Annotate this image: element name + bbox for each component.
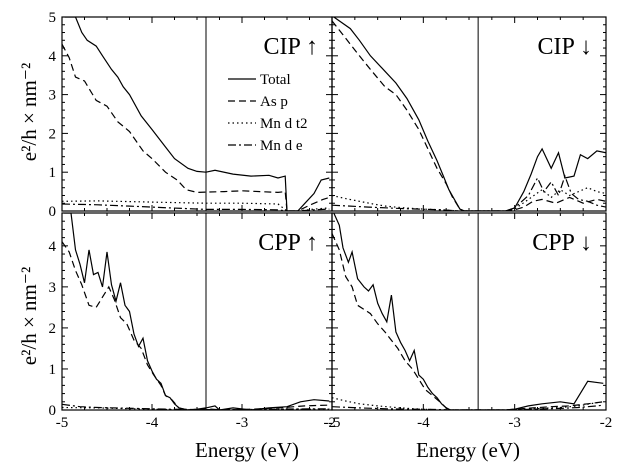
series-total-cip-up <box>64 17 330 211</box>
legend-label-total: Total <box>260 72 291 88</box>
x-axis-label-right: Energy (eV) <box>416 438 520 462</box>
y-tick-label: 4 <box>49 49 57 65</box>
x-axis-label-left: Energy (eV) <box>195 438 299 462</box>
panel-cpp-up: 0 1 2 3 4 -5 -4 -3 -2 CPP ↑ <box>49 212 337 431</box>
series-mn_de-cip-down <box>332 174 606 211</box>
y-tick-label: 3 <box>49 280 57 296</box>
series-total-cip-down <box>333 17 606 211</box>
series-mn_de-cpp-down <box>332 404 604 410</box>
x-tick-label: -2 <box>600 415 613 431</box>
x-tick-label: -4 <box>146 415 159 431</box>
series-mn_de-cip-up <box>62 203 330 211</box>
x-tick-label: -3 <box>508 415 521 431</box>
x-tick-label: -3 <box>236 415 249 431</box>
panel-cpp-down: -5 -4 -3 -2 CPP ↓ <box>328 212 613 431</box>
x-tick-label: -4 <box>417 415 430 431</box>
series-total-cpp-up <box>63 213 330 410</box>
y-axis-label-top: e²/h × nm⁻² <box>17 63 41 162</box>
x-tick-label: -5 <box>56 415 69 431</box>
panel-cip-up: 0 1 2 3 4 5 CIP ↑ <box>49 10 333 220</box>
legend-label-mn_dt2: Mn d t2 <box>260 116 308 132</box>
y-tick-label: 0 <box>49 204 57 220</box>
panel-label-cip-up: CIP ↑ <box>264 34 318 60</box>
panel-label-cip-down: CIP ↓ <box>538 34 592 60</box>
series-as_p-cpp-down <box>332 233 604 410</box>
series-mn_de-cpp-up <box>62 403 330 410</box>
panel-label-cpp-down: CPP ↓ <box>532 230 592 256</box>
panel-cip-down: CIP ↓ <box>331 16 607 212</box>
y-tick-label: 2 <box>49 126 57 142</box>
series-as_p-cip-down <box>332 20 606 211</box>
y-tick-label: 2 <box>49 321 57 337</box>
panels-layer: 0 1 2 3 4 5 CIP ↑ CIP ↓ 0 1 2 3 4 -5 -4 -3 -2 CPP ↑ -5 -4 -3… <box>49 10 613 431</box>
legend: Total As p Mn d t2 Mn d e <box>228 72 308 154</box>
panel-label-cpp-up: CPP ↑ <box>258 230 318 256</box>
legend-label-as_p: As p <box>260 94 288 110</box>
y-tick-label: 5 <box>49 10 57 26</box>
y-tick-label: 4 <box>49 239 57 255</box>
y-tick-label: 1 <box>49 362 57 378</box>
series-as_p-cip-up <box>62 43 330 211</box>
x-tick-label: -5 <box>328 415 341 431</box>
series-as_p-cpp-up <box>62 241 330 410</box>
y-tick-label: 3 <box>49 88 57 104</box>
y-axis-label-bottom: e²/h × nm⁻² <box>17 267 41 366</box>
y-tick-label: 1 <box>49 165 57 181</box>
series-mn_dt2-cip-down <box>332 187 606 211</box>
y-tick-label: 0 <box>49 403 57 419</box>
legend-label-mn_de: Mn d e <box>260 138 303 154</box>
series-total-cpp-down <box>333 213 604 410</box>
x-tick-label: -2 <box>324 415 337 431</box>
